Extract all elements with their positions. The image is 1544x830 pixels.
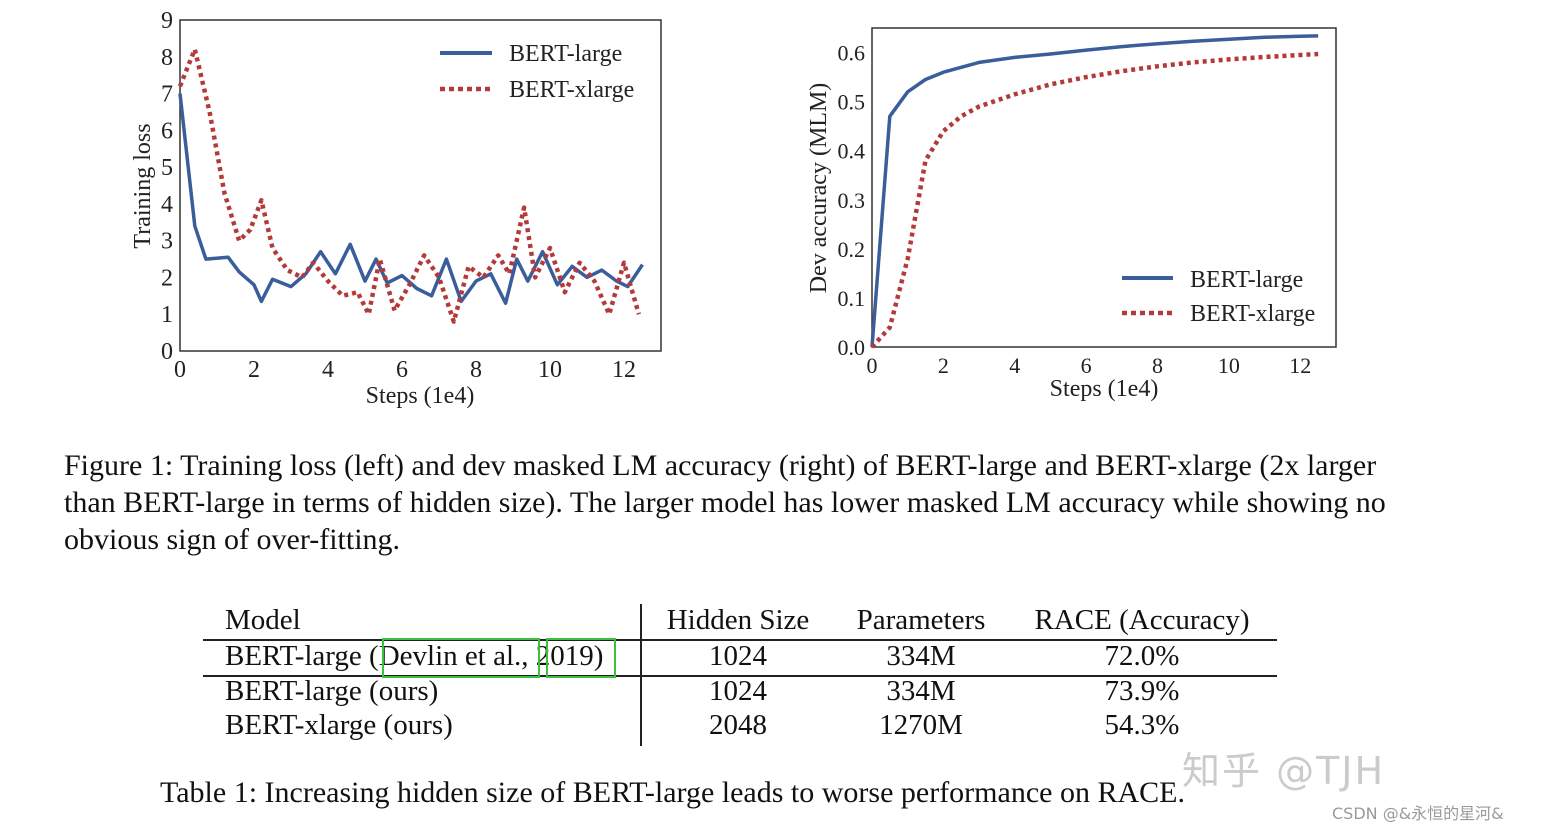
table-row-2-race: 73.9% [1104, 675, 1180, 707]
left-x-axis-label: Steps (1e4) [366, 383, 475, 409]
right-x-tick-label: 4 [1009, 353, 1020, 378]
table-row-rule [203, 675, 1277, 677]
left-x-tick-label: 2 [248, 357, 260, 383]
figure-caption: Figure 1: Training loss (left) and dev m… [64, 449, 1386, 556]
left-series-bert-large [178, 93, 644, 305]
right-x-tick-label: 2 [938, 353, 949, 378]
table-header-parameters: Parameters [856, 604, 986, 636]
table-row-3-hidden: 2048 [709, 709, 767, 741]
left-x-tick-label: 4 [322, 357, 334, 383]
left-y-tick-label: 0 [161, 339, 173, 365]
table-header-rule [203, 639, 1277, 641]
legend-label-bert-xlarge: BERT-xlarge [509, 77, 634, 103]
right-y-tick-label: 0.3 [838, 188, 866, 213]
left-x-tick-label: 12 [612, 357, 636, 383]
zhihu-watermark: 知乎 @TJH [1182, 749, 1386, 793]
table-row-1-params: 334M [886, 640, 956, 672]
right-y-tick-label: 0.1 [838, 286, 866, 311]
left-x-tick-label: 0 [174, 357, 186, 383]
left-x-tick-label: 6 [396, 357, 408, 383]
left-y-tick-label: 2 [161, 265, 173, 291]
csdn-credit: CSDN @&永恒的星河& [1332, 804, 1504, 823]
table-row-3-race: 54.3% [1104, 709, 1180, 741]
right-x-axis-label: Steps (1e4) [1050, 376, 1159, 402]
right-y-tick-label: 0.6 [838, 41, 866, 66]
right-x-tick-label: 8 [1152, 353, 1163, 378]
right-x-tick-label: 0 [867, 353, 878, 378]
table-row-3-params: 1270M [879, 709, 963, 741]
right-x-tick-label: 12 [1289, 353, 1311, 378]
legend-label-bert-xlarge-right: BERT-xlarge [1190, 301, 1315, 327]
left-y-tick-label: 8 [161, 45, 173, 71]
right-y-tick-label: 0.2 [838, 237, 866, 262]
right-y-axis-label: Dev accuracy (MLM) [806, 83, 832, 294]
left-y-tick-label: 3 [161, 229, 173, 255]
legend-label-bert-large-right: BERT-large [1190, 267, 1303, 293]
right-legend: BERT-large BERT-xlarge [1122, 267, 1315, 327]
left-plot-frame [179, 19, 662, 352]
table-row-3-model: BERT-xlarge (ours) [225, 709, 453, 741]
table-row-2-params: 334M [886, 675, 956, 707]
table-column-divider [640, 604, 642, 746]
left-y-tick-label: 6 [161, 118, 173, 144]
left-y-tick-label: 5 [161, 155, 173, 181]
right-x-tick-label: 6 [1081, 353, 1092, 378]
table-caption: Table 1: Increasing hidden size of BERT-… [160, 776, 1185, 809]
right-y-tick-label: 0.0 [838, 335, 866, 360]
table-row-2-model: BERT-large (ours) [225, 675, 439, 707]
table-header-hidden-size: Hidden Size [666, 604, 810, 636]
citation-year-box[interactable] [546, 638, 616, 678]
left-y-tick-label: 7 [161, 82, 173, 108]
left-series-bert-xlarge [177, 47, 641, 324]
right-plot-frame [871, 27, 1337, 348]
left-y-axis-label: Training loss [130, 123, 156, 248]
left-x-tick-label: 8 [470, 357, 482, 383]
table-header-race: RACE (Accuracy) [1034, 604, 1250, 636]
left-y-tick-label: 9 [161, 8, 173, 34]
right-x-tick-label: 10 [1218, 353, 1240, 378]
table-row-1-hidden: 1024 [709, 640, 767, 672]
table-row-1-race: 72.0% [1104, 640, 1180, 672]
model-prefix: BERT-large ( [225, 640, 379, 672]
left-legend: BERT-large BERT-xlarge [440, 41, 634, 103]
table-row-2-hidden: 1024 [709, 675, 767, 707]
left-y-tick-label: 4 [161, 192, 173, 218]
left-x-tick-label: 10 [538, 357, 562, 383]
left-y-tick-label: 1 [161, 302, 173, 328]
right-y-tick-label: 0.5 [838, 90, 866, 115]
right-y-tick-label: 0.4 [838, 139, 866, 164]
citation-author-box[interactable] [382, 638, 540, 678]
table-header-model: Model [225, 604, 301, 636]
right-series-bert-large [870, 34, 1319, 348]
legend-label-bert-large: BERT-large [509, 41, 622, 67]
